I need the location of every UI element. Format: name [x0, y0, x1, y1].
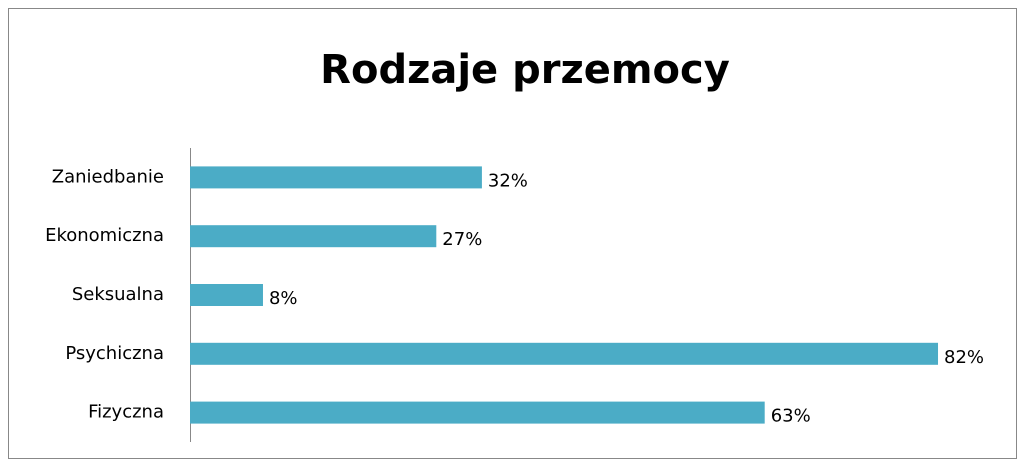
chart-title: Rodzaje przemocy	[320, 47, 730, 93]
value-label: 8%	[269, 288, 298, 309]
value-label: 32%	[488, 170, 528, 191]
y-tick-label: Zaniedbanie	[52, 166, 164, 187]
bar	[190, 166, 482, 189]
y-tick-label: Fizyczna	[88, 402, 164, 423]
y-tick-label: Ekonomiczna	[45, 225, 164, 246]
bar	[190, 284, 263, 306]
y-tick-label: Seksualna	[72, 284, 164, 305]
y-tick-label: Psychiczna	[65, 343, 164, 364]
value-label: 63%	[771, 406, 811, 427]
value-label: 82%	[944, 347, 984, 368]
bar	[190, 225, 437, 248]
chart-frame	[8, 8, 1017, 459]
bar	[190, 401, 765, 424]
value-label: 27%	[442, 229, 482, 250]
bar	[190, 342, 939, 365]
